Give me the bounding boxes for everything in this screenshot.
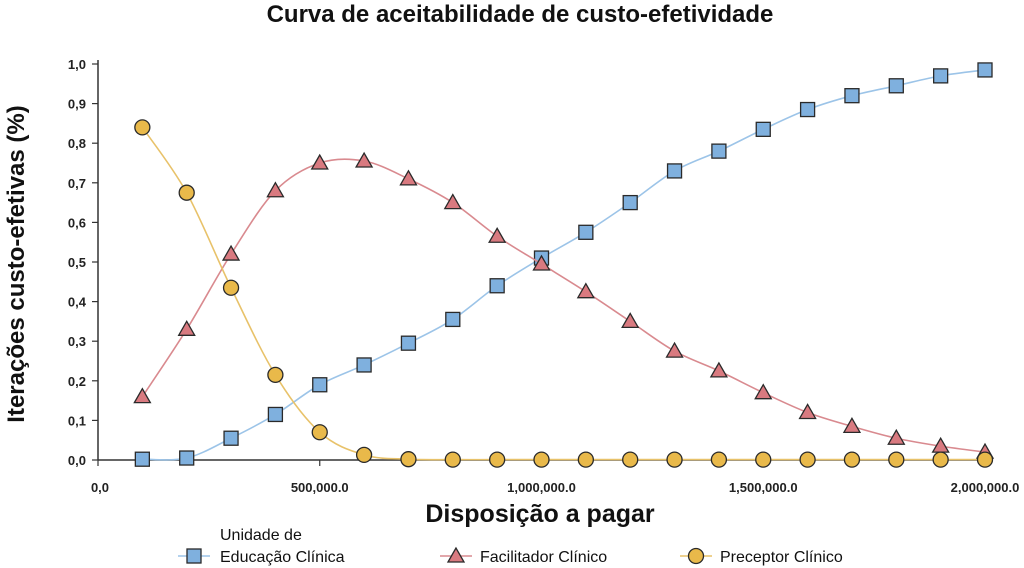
data-point-preceptor [932,451,949,468]
data-point-preceptor [843,451,861,468]
legend-label-educacao: Educação Clínica [220,549,345,566]
x-tick-label: 1,000,000.0 [507,480,576,495]
data-point-facilitador [177,320,196,336]
data-point-educacao [888,78,904,94]
data-point-preceptor [400,451,417,468]
y-tick-label: 0,6 [68,215,86,230]
x-tick-label: 0,0 [91,480,109,495]
y-tick-label: 0,8 [68,136,86,151]
data-point-facilitador [621,312,640,329]
x-ticks: 0,0 500,000.0 1,000,000.0 1,500,000.0 2,000,… [91,460,1019,495]
data-point-preceptor [799,451,816,468]
data-point-preceptor [622,451,639,468]
data-point-educacao [977,62,993,78]
y-tick-label: 0,3 [68,334,86,349]
data-point-educacao [844,88,860,104]
data-point-educacao [179,450,195,466]
data-point-facilitador [709,361,729,378]
y-tick-label: 0,4 [68,295,87,310]
data-point-educacao [755,121,771,137]
series-group [133,62,995,468]
data-point-preceptor [976,451,994,468]
data-point-facilitador [665,341,684,358]
x-axis-label: Disposição a pagar [425,500,655,528]
data-point-educacao [799,101,816,118]
data-point-facilitador [576,282,595,299]
data-point-preceptor [488,451,506,468]
data-point-preceptor [755,451,772,468]
y-tick-label: 0,1 [68,413,86,428]
data-point-educacao [267,406,284,423]
x-tick-label: 1,500,000.0 [729,480,798,495]
legend-label-facilitador: Facilitador Clínico [480,549,607,566]
y-tick-label: 1,0 [68,57,86,72]
data-point-educacao [400,335,417,351]
data-point-educacao [489,278,505,294]
data-point-facilitador [221,244,241,261]
data-point-facilitador [443,193,462,210]
data-point-preceptor [355,446,373,464]
legend-header: Unidade de [220,527,302,544]
data-point-preceptor [533,451,550,468]
data-point-preceptor [222,279,240,296]
data-point-facilitador [842,417,862,433]
data-point-facilitador [133,387,152,404]
data-point-facilitador [488,226,507,243]
data-point-preceptor [666,451,683,468]
data-point-educacao [134,451,151,467]
data-point-educacao [666,163,683,179]
x-tick-label: 500,000.0 [291,480,349,495]
data-point-facilitador [354,151,374,168]
data-point-facilitador [532,254,551,271]
data-point-preceptor [710,451,728,468]
legend-marker-facilitador [446,546,466,563]
data-point-educacao [356,357,372,373]
data-point-educacao [312,377,328,393]
data-point-educacao [711,143,727,159]
series-educacao [134,62,993,467]
data-point-facilitador [887,428,906,445]
data-point-preceptor [888,451,905,468]
legend-items: Educação Clínica Facilitador Clínico Prece… [178,546,843,566]
y-tick-label: 0,5 [68,255,86,270]
legend-item-preceptor: Preceptor Clínico [680,547,843,566]
legend: Unidade de Educação Clínica Facilitador C… [178,527,843,566]
series-line-educacao [142,69,986,461]
data-point-educacao [933,68,949,84]
data-point-educacao [445,311,461,328]
data-point-preceptor [134,119,151,136]
data-point-facilitador [310,153,329,170]
y-axis-label: Iterações custo-efetivas (%) [3,105,30,422]
data-point-preceptor [267,366,284,384]
y-ticks: 0,0 0,1 0,2 0,3 0,4 0,5 0,6 0,7 0,8 0,9 1,0 [68,57,98,468]
data-point-facilitador [399,169,418,186]
data-point-preceptor [577,451,594,468]
legend-item-facilitador: Facilitador Clínico [440,546,607,566]
data-point-educacao [622,194,638,211]
data-point-facilitador [266,181,285,198]
x-tick-label: 2,000,000.0 [951,480,1020,495]
y-tick-label: 0,0 [68,453,86,468]
legend-item-educacao: Educação Clínica [178,548,345,566]
y-tick-label: 0,9 [68,97,86,112]
data-point-facilitador [754,383,773,400]
data-point-preceptor [444,451,461,468]
y-tick-label: 0,2 [68,374,86,389]
legend-label-preceptor: Preceptor Clínico [720,549,843,566]
series-preceptor [134,119,994,468]
series-facilitador [133,151,995,459]
data-point-preceptor [311,424,328,441]
data-point-preceptor [178,184,195,201]
chart-title: Curva de aceitabilidade de custo-efetivi… [267,1,774,28]
y-tick-label: 0,7 [68,176,86,191]
data-point-facilitador [798,403,817,420]
legend-marker-preceptor [687,547,705,565]
data-point-educacao [578,224,594,240]
data-point-educacao [223,430,239,446]
legend-marker-educacao [186,548,202,564]
